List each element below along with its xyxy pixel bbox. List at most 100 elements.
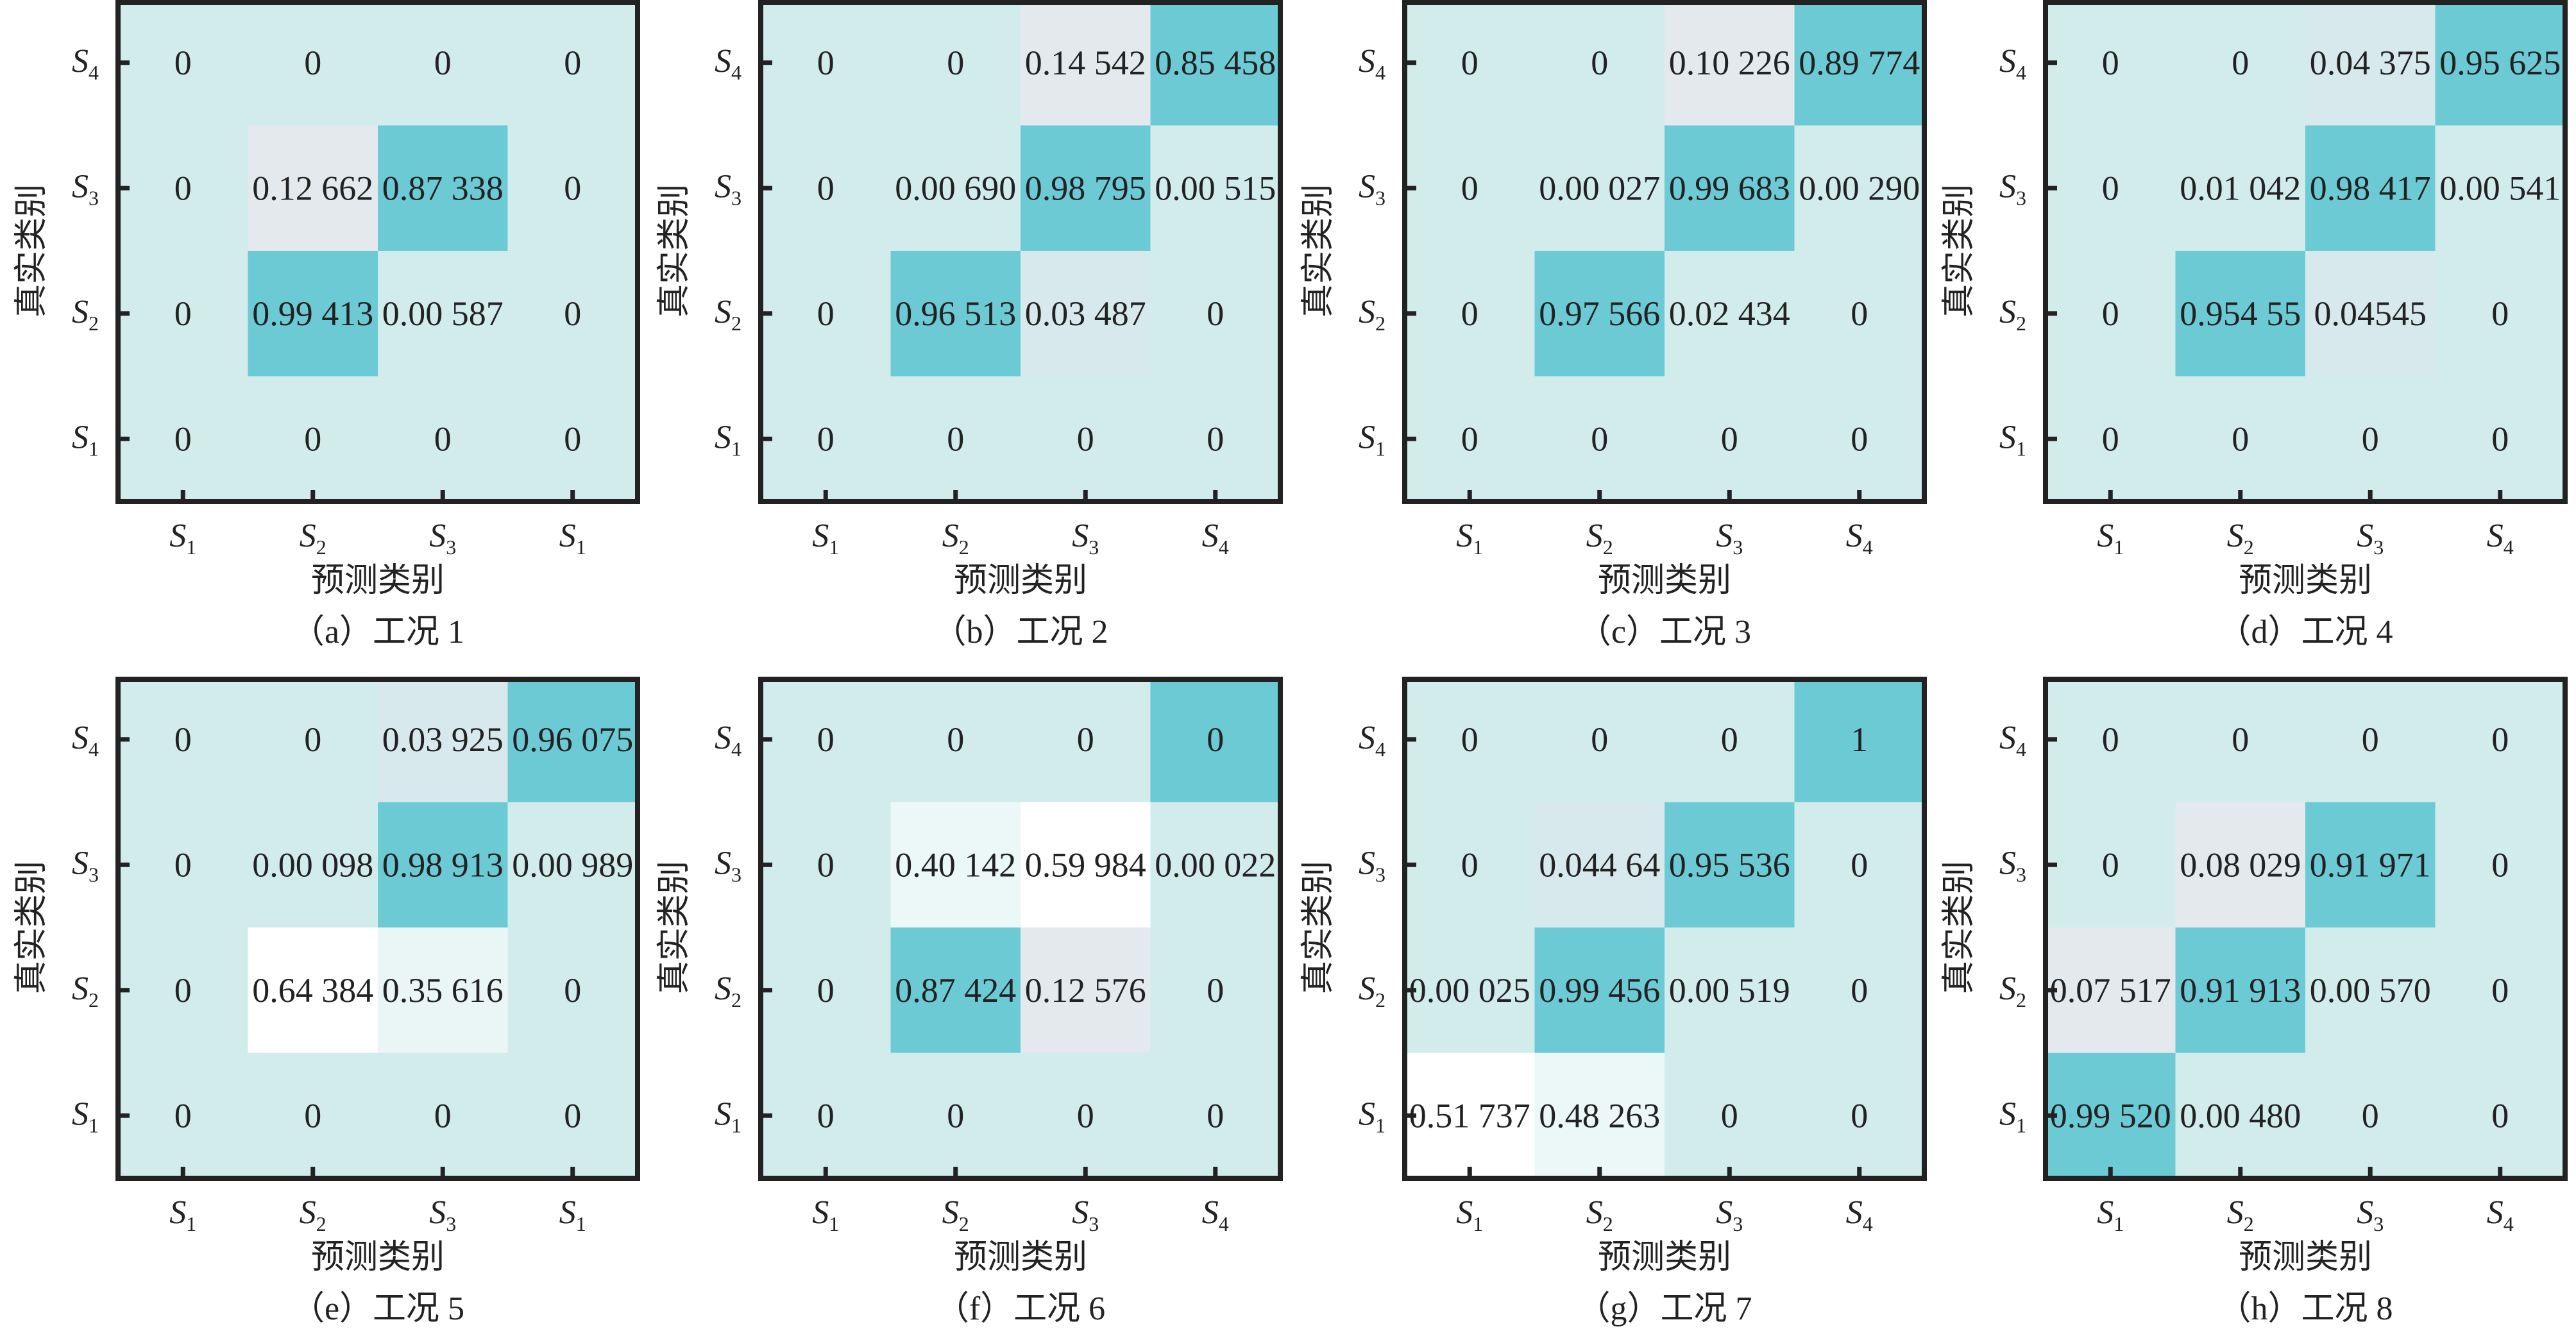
heatmap-panel-g: 0 0 0 10 0.044 64 0.95 536 00.00 025 0.99 456 0.… — [1300, 677, 1927, 1327]
heatmap-cell — [1534, 802, 1665, 928]
heatmap-cell — [890, 376, 1021, 502]
heatmap-cell — [1534, 927, 1665, 1053]
heatmap-cell — [248, 376, 378, 502]
heatmap-cell — [248, 125, 378, 251]
cell-value-label: 0.01 042 — [2180, 169, 2301, 207]
y-tick-label: S3 — [72, 168, 99, 209]
heatmap-cell — [1794, 0, 1925, 126]
heatmap-cell — [2175, 125, 2306, 251]
heatmap-cell — [507, 927, 638, 1053]
cell-value-label: 0 — [174, 1096, 192, 1135]
x-tick-label: S3 — [1072, 518, 1099, 559]
x-tick-label: S1 — [559, 1194, 586, 1235]
heatmap-cell — [248, 1053, 378, 1179]
heatmap-cell — [507, 376, 638, 502]
y-tick-label: S4 — [1359, 43, 1385, 84]
cell-value-label: 0 — [1461, 169, 1479, 207]
cell-value-label: 0.044 64 — [1539, 845, 1660, 884]
cell-value-label: 0 — [1077, 720, 1094, 759]
cell-value-label: 0.00 480 — [2180, 1096, 2301, 1135]
cell-value-label: 0.51 737 — [1409, 1096, 1530, 1135]
plot-frame — [2043, 677, 2568, 1181]
cell-value-label: 0 — [1207, 971, 1224, 1010]
cell-value-label: 0 — [2102, 419, 2119, 458]
heatmap-cell — [2175, 677, 2306, 802]
y-axis-label: 真实类别 — [1300, 861, 1337, 994]
heatmap-cell — [890, 927, 1021, 1053]
heatmap-panel-f: 0 0 0 0 0 0.40 142 0.59 984 0.00 022 0 0.87 424 0.… — [656, 677, 1283, 1327]
x-axis-label: 预测类别 — [311, 1239, 445, 1276]
cell-value-label: 0.48 263 — [1539, 1096, 1660, 1135]
cell-value-label: 0.00 022 — [1155, 845, 1276, 884]
y-axis-label: 真实类别 — [1300, 184, 1337, 318]
heatmap-cell — [1665, 376, 1795, 502]
y-tick-label: S2 — [1999, 294, 2026, 335]
cell-value-label: 0 — [2102, 720, 2119, 759]
heatmap-cell — [2435, 251, 2566, 377]
heatmap-cell — [378, 0, 508, 126]
cell-value-label: 0 — [564, 419, 581, 458]
plot-frame — [758, 0, 1283, 504]
y-tick-label: S3 — [715, 845, 741, 886]
panel-caption: （a）工况 1 — [291, 614, 464, 650]
cell-value-label: 0.00 587 — [382, 294, 504, 333]
heatmap-cell — [2305, 125, 2436, 251]
heatmap-cell — [378, 125, 508, 251]
heatmap-cell — [1534, 0, 1665, 126]
heatmap-cell — [1665, 1053, 1795, 1179]
y-tick-label: S2 — [1999, 970, 2026, 1012]
heatmap-cell — [248, 677, 378, 802]
cell-value-label: 0.99 413 — [252, 294, 373, 333]
cell-value-label: 0.00 098 — [252, 845, 373, 884]
cell-value-label: 0 — [2102, 845, 2119, 884]
cell-value-label: 0.12 662 — [252, 169, 373, 207]
heatmap-cell — [2435, 1053, 2566, 1179]
cell-value-label: 0.35 616 — [382, 971, 504, 1010]
heatmap-cell — [1150, 0, 1281, 126]
x-tick-label: S1 — [1456, 518, 1483, 559]
cell-value-label: 0.96 513 — [895, 294, 1016, 333]
y-tick-label: S1 — [1359, 419, 1385, 460]
cell-value-label: 0.85 458 — [1155, 44, 1276, 82]
cell-value-label: 0 — [1207, 294, 1224, 333]
y-tick-label: S4 — [72, 720, 99, 761]
x-tick-label: S3 — [2357, 1194, 2384, 1235]
heatmap-cell — [890, 677, 1021, 802]
heatmap-cell — [1021, 677, 1151, 802]
cell-value-label: 0 — [434, 419, 452, 458]
cell-value-label: 0.98 417 — [2310, 169, 2431, 207]
cell-value-label: 0 — [304, 720, 321, 759]
x-axis-label: 预测类别 — [954, 1239, 1087, 1276]
cell-value-label: 0 — [947, 44, 964, 82]
panel-caption: （h）工况 8 — [2217, 1291, 2393, 1327]
heatmap-cell — [2046, 125, 2176, 251]
heatmap-cell — [1021, 125, 1151, 251]
x-tick-label: S3 — [1716, 518, 1743, 559]
cell-value-label: 0 — [1851, 971, 1868, 1010]
x-tick-label: S1 — [812, 518, 839, 559]
plot-frame — [758, 677, 1283, 1181]
cell-value-label: 0.00 989 — [512, 845, 633, 884]
heatmap-cell — [1665, 0, 1795, 126]
heatmap-cell — [378, 376, 508, 502]
cell-value-label: 0.97 566 — [1539, 294, 1660, 333]
heatmap-cell — [248, 0, 378, 126]
y-tick-label: S1 — [715, 419, 741, 460]
y-tick-label: S2 — [715, 294, 741, 335]
y-tick-label: S1 — [1359, 1096, 1385, 1137]
cell-value-label: 0 — [1461, 294, 1479, 333]
heatmap-cell — [507, 677, 638, 802]
cell-value-label: 0.00 690 — [895, 169, 1016, 207]
heatmap-cell — [507, 802, 638, 928]
heatmap-cell — [2305, 927, 2436, 1053]
heatmap-cell — [1150, 376, 1281, 502]
heatmap-cell — [761, 802, 891, 928]
heatmap-cell — [1021, 251, 1151, 377]
y-tick-label: S2 — [72, 294, 99, 335]
heatmap-panel-b: 0 0 0.14 542 0.85 458 0 0.00 690 0.98 795 0.00 … — [656, 0, 1283, 650]
x-tick-label: S4 — [1846, 1194, 1873, 1235]
cell-value-label: 0.99 456 — [1539, 971, 1660, 1010]
cell-value-label: 0 — [174, 845, 192, 884]
cell-value-label: 0 — [2232, 44, 2249, 82]
